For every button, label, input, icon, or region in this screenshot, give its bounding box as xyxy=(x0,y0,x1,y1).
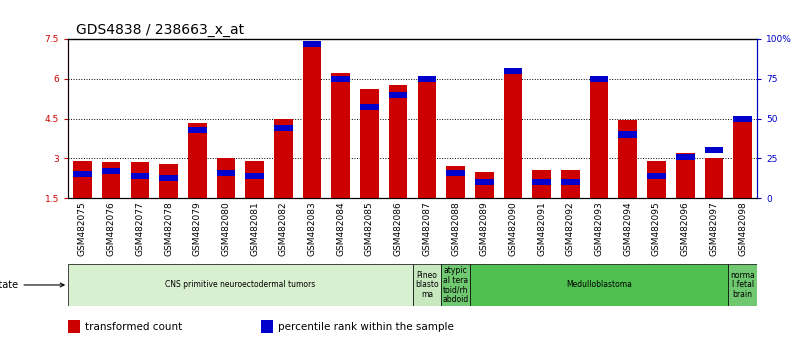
Bar xyxy=(131,162,149,198)
Text: GSM482080: GSM482080 xyxy=(221,201,231,256)
Bar xyxy=(590,79,609,198)
Text: GSM482083: GSM482083 xyxy=(308,201,316,256)
Bar xyxy=(216,170,235,176)
Text: transformed count: transformed count xyxy=(85,322,183,332)
Text: GSM482098: GSM482098 xyxy=(738,201,747,256)
Bar xyxy=(733,116,752,198)
Text: GSM482078: GSM482078 xyxy=(164,201,173,256)
Text: Medulloblastoma: Medulloblastoma xyxy=(566,280,632,290)
Text: GSM482085: GSM482085 xyxy=(365,201,374,256)
Bar xyxy=(446,170,465,176)
Bar xyxy=(332,76,350,82)
Bar xyxy=(533,179,551,185)
Bar xyxy=(102,162,120,198)
Bar xyxy=(590,76,609,82)
Bar xyxy=(417,79,437,198)
Text: GSM482094: GSM482094 xyxy=(623,201,632,256)
Text: GSM482091: GSM482091 xyxy=(537,201,546,256)
Bar xyxy=(475,172,493,198)
Text: GSM482081: GSM482081 xyxy=(250,201,260,256)
Text: GSM482093: GSM482093 xyxy=(594,201,604,256)
Bar xyxy=(647,161,666,198)
Bar xyxy=(647,173,666,179)
Bar xyxy=(68,264,413,306)
Text: GSM482089: GSM482089 xyxy=(480,201,489,256)
Bar xyxy=(360,104,379,110)
Text: GSM482082: GSM482082 xyxy=(279,201,288,256)
Text: GSM482088: GSM482088 xyxy=(451,201,460,256)
Bar xyxy=(131,173,149,179)
Bar xyxy=(360,90,379,198)
Bar xyxy=(68,320,80,333)
Bar xyxy=(303,43,321,198)
Text: GSM482097: GSM482097 xyxy=(710,201,718,256)
Text: GSM482087: GSM482087 xyxy=(422,201,432,256)
Bar xyxy=(261,320,273,333)
Text: GSM482076: GSM482076 xyxy=(107,201,115,256)
Bar xyxy=(159,164,178,198)
Bar xyxy=(102,168,120,174)
Text: atypic
al tera
toid/rh
abdoid: atypic al tera toid/rh abdoid xyxy=(442,266,469,304)
Bar xyxy=(417,76,437,82)
Bar xyxy=(73,171,92,177)
Text: GSM482090: GSM482090 xyxy=(509,201,517,256)
Bar xyxy=(733,115,752,122)
Text: Pineo
blasto
ma: Pineo blasto ma xyxy=(415,271,439,299)
Text: GSM482095: GSM482095 xyxy=(652,201,661,256)
Bar xyxy=(303,41,321,47)
Bar xyxy=(470,264,728,306)
Bar xyxy=(274,119,292,198)
Text: percentile rank within the sample: percentile rank within the sample xyxy=(278,322,454,332)
Bar xyxy=(216,159,235,198)
Bar xyxy=(475,179,493,185)
Text: GSM482084: GSM482084 xyxy=(336,201,345,256)
Bar xyxy=(441,264,470,306)
Text: GSM482096: GSM482096 xyxy=(681,201,690,256)
Bar xyxy=(561,179,580,185)
Text: disease state: disease state xyxy=(0,280,64,290)
Bar xyxy=(705,159,723,198)
Text: CNS primitive neuroectodermal tumors: CNS primitive neuroectodermal tumors xyxy=(165,280,316,290)
Bar xyxy=(245,161,264,198)
Bar xyxy=(73,161,92,198)
Bar xyxy=(676,154,694,160)
Bar xyxy=(332,74,350,198)
Text: GSM482079: GSM482079 xyxy=(193,201,202,256)
Text: norma
l fetal
brain: norma l fetal brain xyxy=(731,271,755,299)
Bar xyxy=(388,92,408,98)
Text: GSM482075: GSM482075 xyxy=(78,201,87,256)
Bar xyxy=(413,264,441,306)
Bar xyxy=(676,153,694,198)
Bar xyxy=(188,122,207,198)
Text: GSM482092: GSM482092 xyxy=(566,201,575,256)
Bar xyxy=(446,166,465,198)
Bar xyxy=(245,173,264,179)
Bar xyxy=(504,68,522,198)
Bar xyxy=(705,147,723,154)
Bar xyxy=(561,170,580,198)
Bar xyxy=(188,127,207,133)
Bar xyxy=(533,170,551,198)
Bar xyxy=(159,175,178,181)
Text: GDS4838 / 238663_x_at: GDS4838 / 238663_x_at xyxy=(76,23,244,37)
Bar xyxy=(504,68,522,74)
Bar xyxy=(388,85,408,198)
Text: GSM482077: GSM482077 xyxy=(135,201,144,256)
Bar xyxy=(618,131,637,138)
Bar xyxy=(274,125,292,131)
Bar xyxy=(728,264,757,306)
Text: GSM482086: GSM482086 xyxy=(393,201,403,256)
Bar xyxy=(618,120,637,198)
